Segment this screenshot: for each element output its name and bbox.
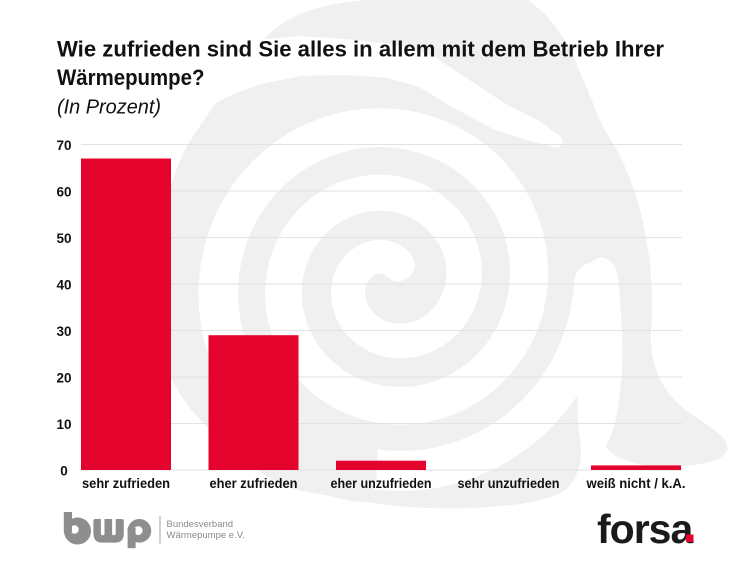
- svg-text:sehr unzufrieden: sehr unzufrieden: [458, 475, 560, 491]
- svg-text:Wie zufrieden sind Sie alles i: Wie zufrieden sind Sie alles in allem mi…: [57, 37, 664, 62]
- svg-text:40: 40: [56, 278, 71, 293]
- svg-text:10: 10: [56, 417, 71, 432]
- svg-text:weiß nicht / k.A.: weiß nicht / k.A.: [586, 475, 686, 491]
- svg-text:(In Prozent): (In Prozent): [57, 97, 161, 119]
- svg-text:forsa: forsa: [597, 506, 694, 552]
- svg-text:Wärmepumpe e.V.: Wärmepumpe e.V.: [167, 530, 245, 541]
- svg-text:Bundesverband: Bundesverband: [167, 519, 234, 530]
- svg-text:Wärmepumpe?: Wärmepumpe?: [57, 65, 205, 90]
- svg-text:70: 70: [56, 138, 71, 153]
- svg-text:30: 30: [56, 324, 71, 339]
- svg-text:20: 20: [56, 371, 71, 386]
- svg-text:eher zufrieden: eher zufrieden: [210, 475, 298, 491]
- svg-text:sehr zufrieden: sehr zufrieden: [82, 475, 170, 491]
- svg-text:60: 60: [56, 185, 71, 200]
- svg-text:50: 50: [56, 231, 71, 246]
- svg-text:0: 0: [60, 464, 68, 479]
- svg-text:eher unzufrieden: eher unzufrieden: [331, 475, 432, 491]
